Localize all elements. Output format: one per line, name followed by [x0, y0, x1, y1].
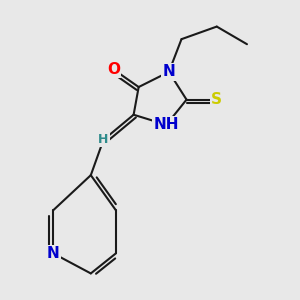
Text: N: N — [46, 246, 59, 261]
Text: H: H — [98, 134, 109, 146]
Text: O: O — [107, 62, 120, 77]
Text: S: S — [211, 92, 222, 107]
Text: NH: NH — [154, 117, 179, 132]
Text: N: N — [163, 64, 175, 80]
